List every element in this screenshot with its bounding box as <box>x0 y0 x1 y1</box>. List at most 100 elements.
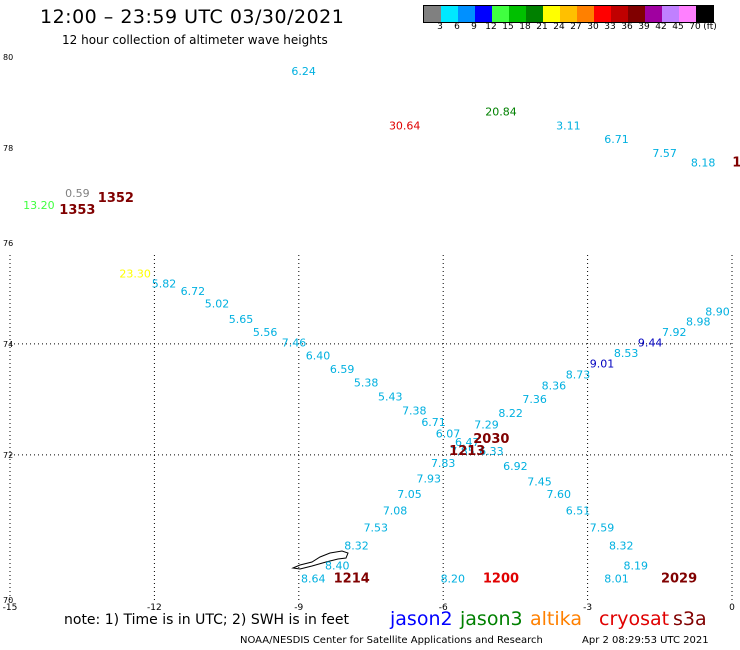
color-scale-label: 36 <box>621 22 633 32</box>
wave-height-label: 5.82 <box>152 277 177 290</box>
satellite-legend-s3a: s3a <box>673 608 707 630</box>
pass-time-label: 1 <box>732 155 740 170</box>
page-subtitle: 12 hour collection of altimeter wave hei… <box>62 33 328 47</box>
color-swatch <box>628 6 645 22</box>
wave-height-label: 7.08 <box>383 504 408 517</box>
axis-tick-labels: -15 -12 -9 -6 -3 0 70 72 74 76 78 80 <box>3 53 735 613</box>
color-scale-labels: 3 6 9 12 15 18 21 24 27 30 33 36 39 42 45 70 (ft) <box>423 22 733 34</box>
pass-time-label: 2030 <box>473 432 509 447</box>
color-swatch <box>526 6 543 22</box>
wave-height-label: 7.46 <box>282 336 307 349</box>
color-swatch <box>560 6 577 22</box>
wave-height-label: 5.43 <box>378 390 403 403</box>
wave-height-label: 7.85 <box>450 445 475 458</box>
wave-height-label: 7.38 <box>402 404 427 417</box>
page-title: 12:00 – 23:59 UTC 03/30/2021 <box>40 6 345 28</box>
wave-height-label: 8.19 <box>623 559 648 572</box>
color-swatch <box>441 6 458 22</box>
color-swatch <box>458 6 475 22</box>
wave-height-label: 8.90 <box>705 305 730 318</box>
generated-date: Apr 2 08:29:53 UTC 2021 <box>582 635 709 646</box>
wave-height-label: 8.64 <box>301 573 326 586</box>
wave-height-label: 8.32 <box>609 540 634 553</box>
wave-height-label: 30.64 <box>389 119 421 132</box>
color-swatch <box>662 6 679 22</box>
wave-height-label: 13.20 <box>23 199 55 212</box>
wave-height-label: 6.47 <box>455 436 480 449</box>
pass-time-label: 1213 <box>449 444 485 459</box>
color-scale-label: 24 <box>553 22 565 32</box>
y-tick-label: 74 <box>3 340 13 349</box>
wave-height-label: 8.18 <box>691 156 716 169</box>
satellite-legend-cryosat: cryosat <box>599 608 670 630</box>
color-swatch <box>594 6 611 22</box>
wave-height-points: 6.24 20.84 30.64 3.11 6.71 7.57 8.18 13.20 0.59 2… <box>23 65 730 586</box>
satellite-legend-jason3: jason3 <box>460 608 523 630</box>
wave-height-label: 7.59 <box>590 522 615 535</box>
wave-height-label: 9.01 <box>590 358 615 371</box>
wave-height-label: 8.01 <box>604 573 629 586</box>
pass-time-label: 1200 <box>483 572 519 587</box>
wave-height-label: 9.44 <box>638 336 663 349</box>
y-tick-label: 76 <box>3 239 13 248</box>
wave-height-label: 5.65 <box>229 313 254 326</box>
wave-height-label: 7.57 <box>652 147 677 160</box>
color-scale-bar <box>423 5 714 23</box>
wave-height-label: 8.36 <box>542 379 567 392</box>
wave-height-label: 8.53 <box>614 347 639 360</box>
wave-height-label: 5.02 <box>205 298 230 311</box>
wave-height-label: 6.51 <box>566 504 591 517</box>
wave-height-label: 8.73 <box>566 369 591 382</box>
wave-height-label: 6.72 <box>181 285 206 298</box>
color-scale-label: 39 <box>638 22 650 32</box>
wave-height-label: 8.32 <box>344 540 369 553</box>
x-tick-label: -15 <box>3 603 18 613</box>
wave-height-label: 23.30 <box>119 267 151 280</box>
wave-height-label: 7.29 <box>474 419 499 432</box>
pass-time-label: 1214 <box>334 572 370 587</box>
x-tick-label: 0 <box>729 603 735 613</box>
color-scale-label: 9 <box>471 22 477 32</box>
x-tick-label: -12 <box>147 603 162 613</box>
color-swatch <box>424 6 441 22</box>
x-tick-label: -9 <box>294 603 303 613</box>
wave-height-label: 8.20 <box>441 573 466 586</box>
color-swatch <box>679 6 696 22</box>
wave-height-label: 8.98 <box>686 316 711 329</box>
color-swatch <box>696 6 713 22</box>
wave-height-label: 6.40 <box>306 350 331 363</box>
color-swatch <box>543 6 560 22</box>
y-tick-label: 80 <box>3 53 13 62</box>
pass-time-label: 1352 <box>98 191 134 206</box>
x-tick-label: -6 <box>439 603 448 613</box>
color-scale-label: 6 <box>454 22 460 32</box>
color-scale-label: 45 <box>672 22 684 32</box>
pass-time-label: 2029 <box>661 572 697 587</box>
color-scale-label: 15 <box>502 22 514 32</box>
color-swatch <box>645 6 662 22</box>
color-scale-label: 27 <box>570 22 582 32</box>
footer-note: note: 1) Time is in UTC; 2) SWH is in fe… <box>64 612 350 628</box>
jan-mayen-island-outline <box>291 550 349 570</box>
wave-height-label: 6.92 <box>503 460 528 473</box>
color-scale-label: 3 <box>437 22 443 32</box>
x-tick-label: -3 <box>583 603 592 613</box>
wave-height-label: 6.24 <box>291 65 316 78</box>
wave-height-label: 7.53 <box>364 522 389 535</box>
wave-height-label: 6.33 <box>479 445 504 458</box>
wave-height-label: 3.11 <box>556 119 581 132</box>
wave-height-label: 6.71 <box>421 416 446 429</box>
map-grid <box>9 255 733 600</box>
wave-height-label: 7.60 <box>546 488 571 501</box>
wave-height-label: 0.59 <box>65 187 90 200</box>
color-scale-label: (ft) <box>703 22 717 32</box>
wave-height-label: 6.59 <box>330 363 355 376</box>
color-scale-label: 42 <box>655 22 667 32</box>
wave-height-label: 7.93 <box>417 472 442 485</box>
y-tick-label: 70 <box>3 596 13 605</box>
color-scale-label: 30 <box>587 22 599 32</box>
y-tick-label: 72 <box>3 451 13 460</box>
wave-height-label: 8.22 <box>498 407 523 420</box>
wave-height-label: 5.56 <box>253 326 278 339</box>
